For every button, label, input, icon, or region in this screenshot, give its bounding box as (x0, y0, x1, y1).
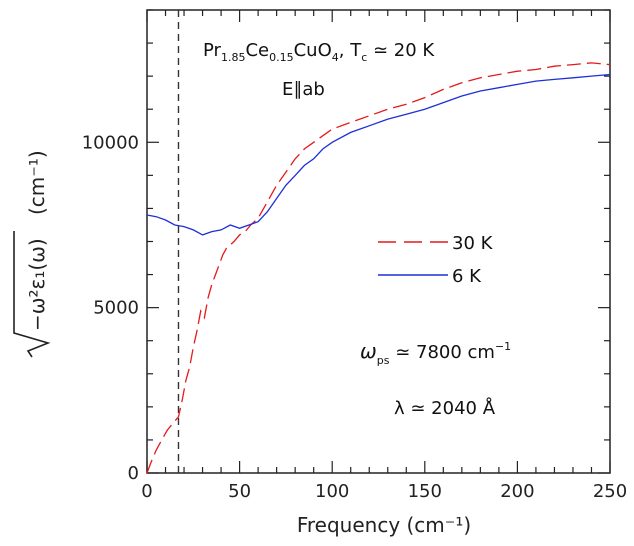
x-tick-label: 250 (593, 481, 627, 502)
x-tick-label: 150 (408, 481, 442, 502)
legend-label-30k: 30 K (452, 233, 494, 254)
x-tick-label: 50 (228, 481, 251, 502)
legend: 30 K 6 K (378, 233, 494, 287)
x-axis-title: Frequency (cm⁻¹) (297, 513, 471, 537)
x-tick-label: 200 (500, 481, 534, 502)
sqrt-symbol (13, 231, 51, 358)
compound-annotation: Pr1.85Ce0.15CuO4, Tc ≃ 20 K (203, 40, 435, 64)
series-line-6k (146, 73, 611, 236)
axis-ticks (146, 9, 611, 474)
y-axis-unit: (cm⁻¹) (25, 150, 49, 215)
x-tick-label: 0 (141, 481, 152, 502)
y-tick-label: 5000 (93, 298, 139, 319)
polarization-annotation: E∥ab (282, 79, 325, 100)
series-group (146, 62, 611, 474)
y-axis-radicand: −ω²ε₁(ω) (25, 238, 49, 331)
series-line-30k (146, 62, 611, 474)
tick-labels: 0 50 100 150 200 250 0 5000 10000 (82, 132, 627, 502)
lambda-annotation: λ ≃ 2040 Å (394, 397, 496, 419)
x-tick-label: 100 (315, 481, 349, 502)
omega-ps-annotation: ωps ≃ 7800 cm−1 (360, 339, 511, 367)
legend-label-6k: 6 K (452, 266, 482, 287)
y-tick-label: 0 (128, 463, 139, 484)
y-tick-label: 10000 (82, 132, 139, 153)
y-axis-title: −ω²ε₁(ω) (cm⁻¹) (13, 150, 51, 358)
